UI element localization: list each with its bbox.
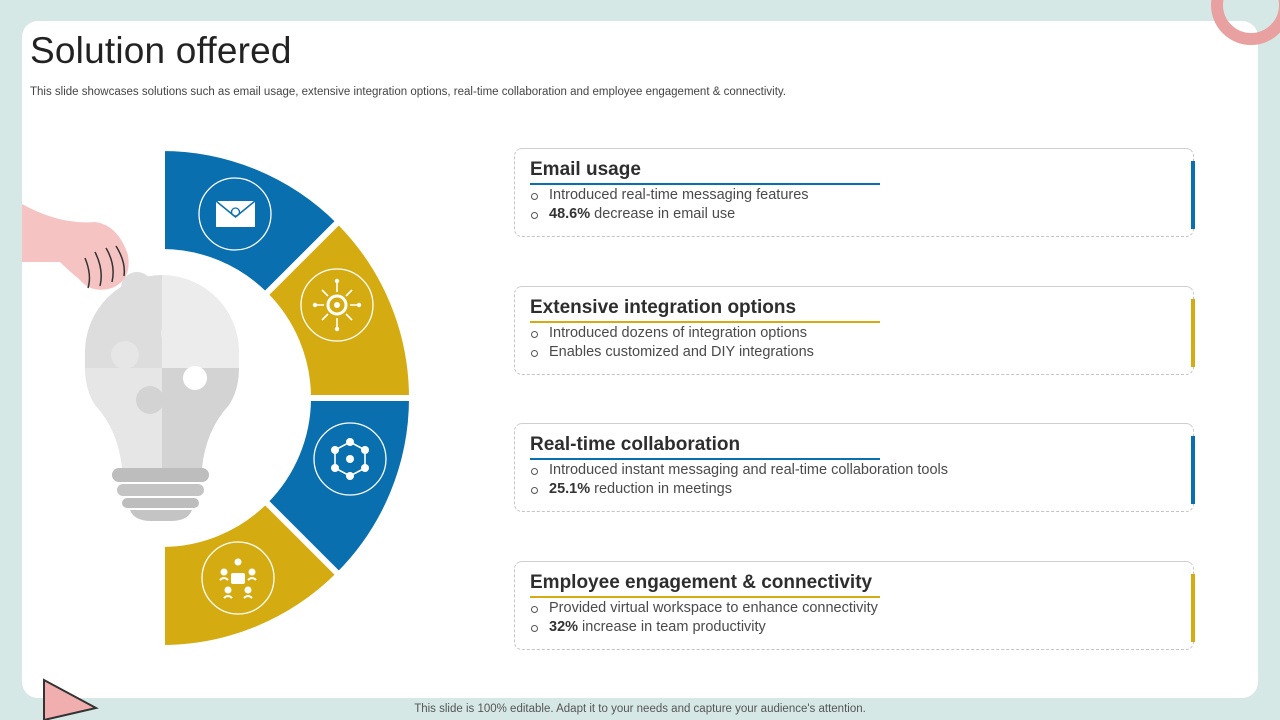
card-underline bbox=[530, 183, 880, 185]
list-item: Introduced instant messaging and real-ti… bbox=[530, 461, 948, 480]
list-item: Introduced real-time messaging features bbox=[530, 186, 809, 205]
card-accent-bar bbox=[1191, 436, 1195, 504]
list-item: 48.6% decrease in email use bbox=[530, 205, 809, 224]
decorative-triangle bbox=[43, 678, 99, 720]
card-points: Introduced dozens of integration options… bbox=[530, 324, 814, 362]
gear-network-icon bbox=[300, 268, 374, 342]
people-engagement-icon bbox=[201, 541, 275, 615]
card-underline bbox=[530, 596, 880, 598]
card-title: Real-time collaboration bbox=[530, 434, 741, 455]
page-subtitle: This slide showcases solutions such as e… bbox=[30, 86, 787, 98]
card-title: Employee engagement & connectivity bbox=[530, 572, 873, 593]
card-title: Email usage bbox=[530, 159, 641, 180]
card-points: Provided virtual workspace to enhance co… bbox=[530, 599, 878, 637]
solution-arc-graphic bbox=[22, 144, 416, 652]
list-item: Provided virtual workspace to enhance co… bbox=[530, 599, 878, 618]
card-realtime-collaboration: Real-time collaboration Introduced insta… bbox=[514, 423, 1195, 512]
envelope-icon bbox=[198, 177, 272, 251]
decorative-ring bbox=[1211, 0, 1280, 45]
card-integration-options: Extensive integration options Introduced… bbox=[514, 286, 1195, 375]
page-title: Solution offered bbox=[30, 30, 292, 71]
hand-illustration bbox=[22, 204, 129, 290]
footer-note: This slide is 100% editable. Adapt it to… bbox=[414, 703, 866, 715]
list-item: Enables customized and DIY integrations bbox=[530, 343, 814, 362]
list-item: 32% increase in team productivity bbox=[530, 618, 878, 637]
card-accent-bar bbox=[1191, 574, 1195, 642]
lightbulb-puzzle-icon bbox=[85, 272, 239, 521]
card-points: Introduced real-time messaging features … bbox=[530, 186, 809, 224]
card-title: Extensive integration options bbox=[530, 297, 797, 318]
card-underline bbox=[530, 321, 880, 323]
team-network-icon bbox=[313, 422, 387, 496]
list-item: 25.1% reduction in meetings bbox=[530, 480, 948, 499]
card-underline bbox=[530, 458, 880, 460]
list-item: Introduced dozens of integration options bbox=[530, 324, 814, 343]
card-accent-bar bbox=[1191, 161, 1195, 229]
card-accent-bar bbox=[1191, 299, 1195, 367]
card-employee-engagement: Employee engagement & connectivity Provi… bbox=[514, 561, 1195, 650]
card-points: Introduced instant messaging and real-ti… bbox=[530, 461, 948, 499]
card-email-usage: Email usage Introduced real-time messagi… bbox=[514, 148, 1195, 237]
